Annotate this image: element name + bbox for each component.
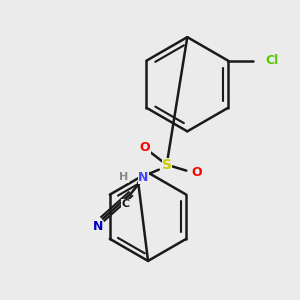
Text: Cl: Cl	[266, 54, 279, 67]
Text: C: C	[122, 199, 130, 209]
Text: S: S	[162, 158, 172, 172]
Text: N: N	[138, 171, 148, 184]
Text: N: N	[93, 220, 103, 233]
Text: O: O	[140, 141, 150, 154]
Text: O: O	[192, 166, 203, 179]
Text: H: H	[119, 172, 128, 182]
